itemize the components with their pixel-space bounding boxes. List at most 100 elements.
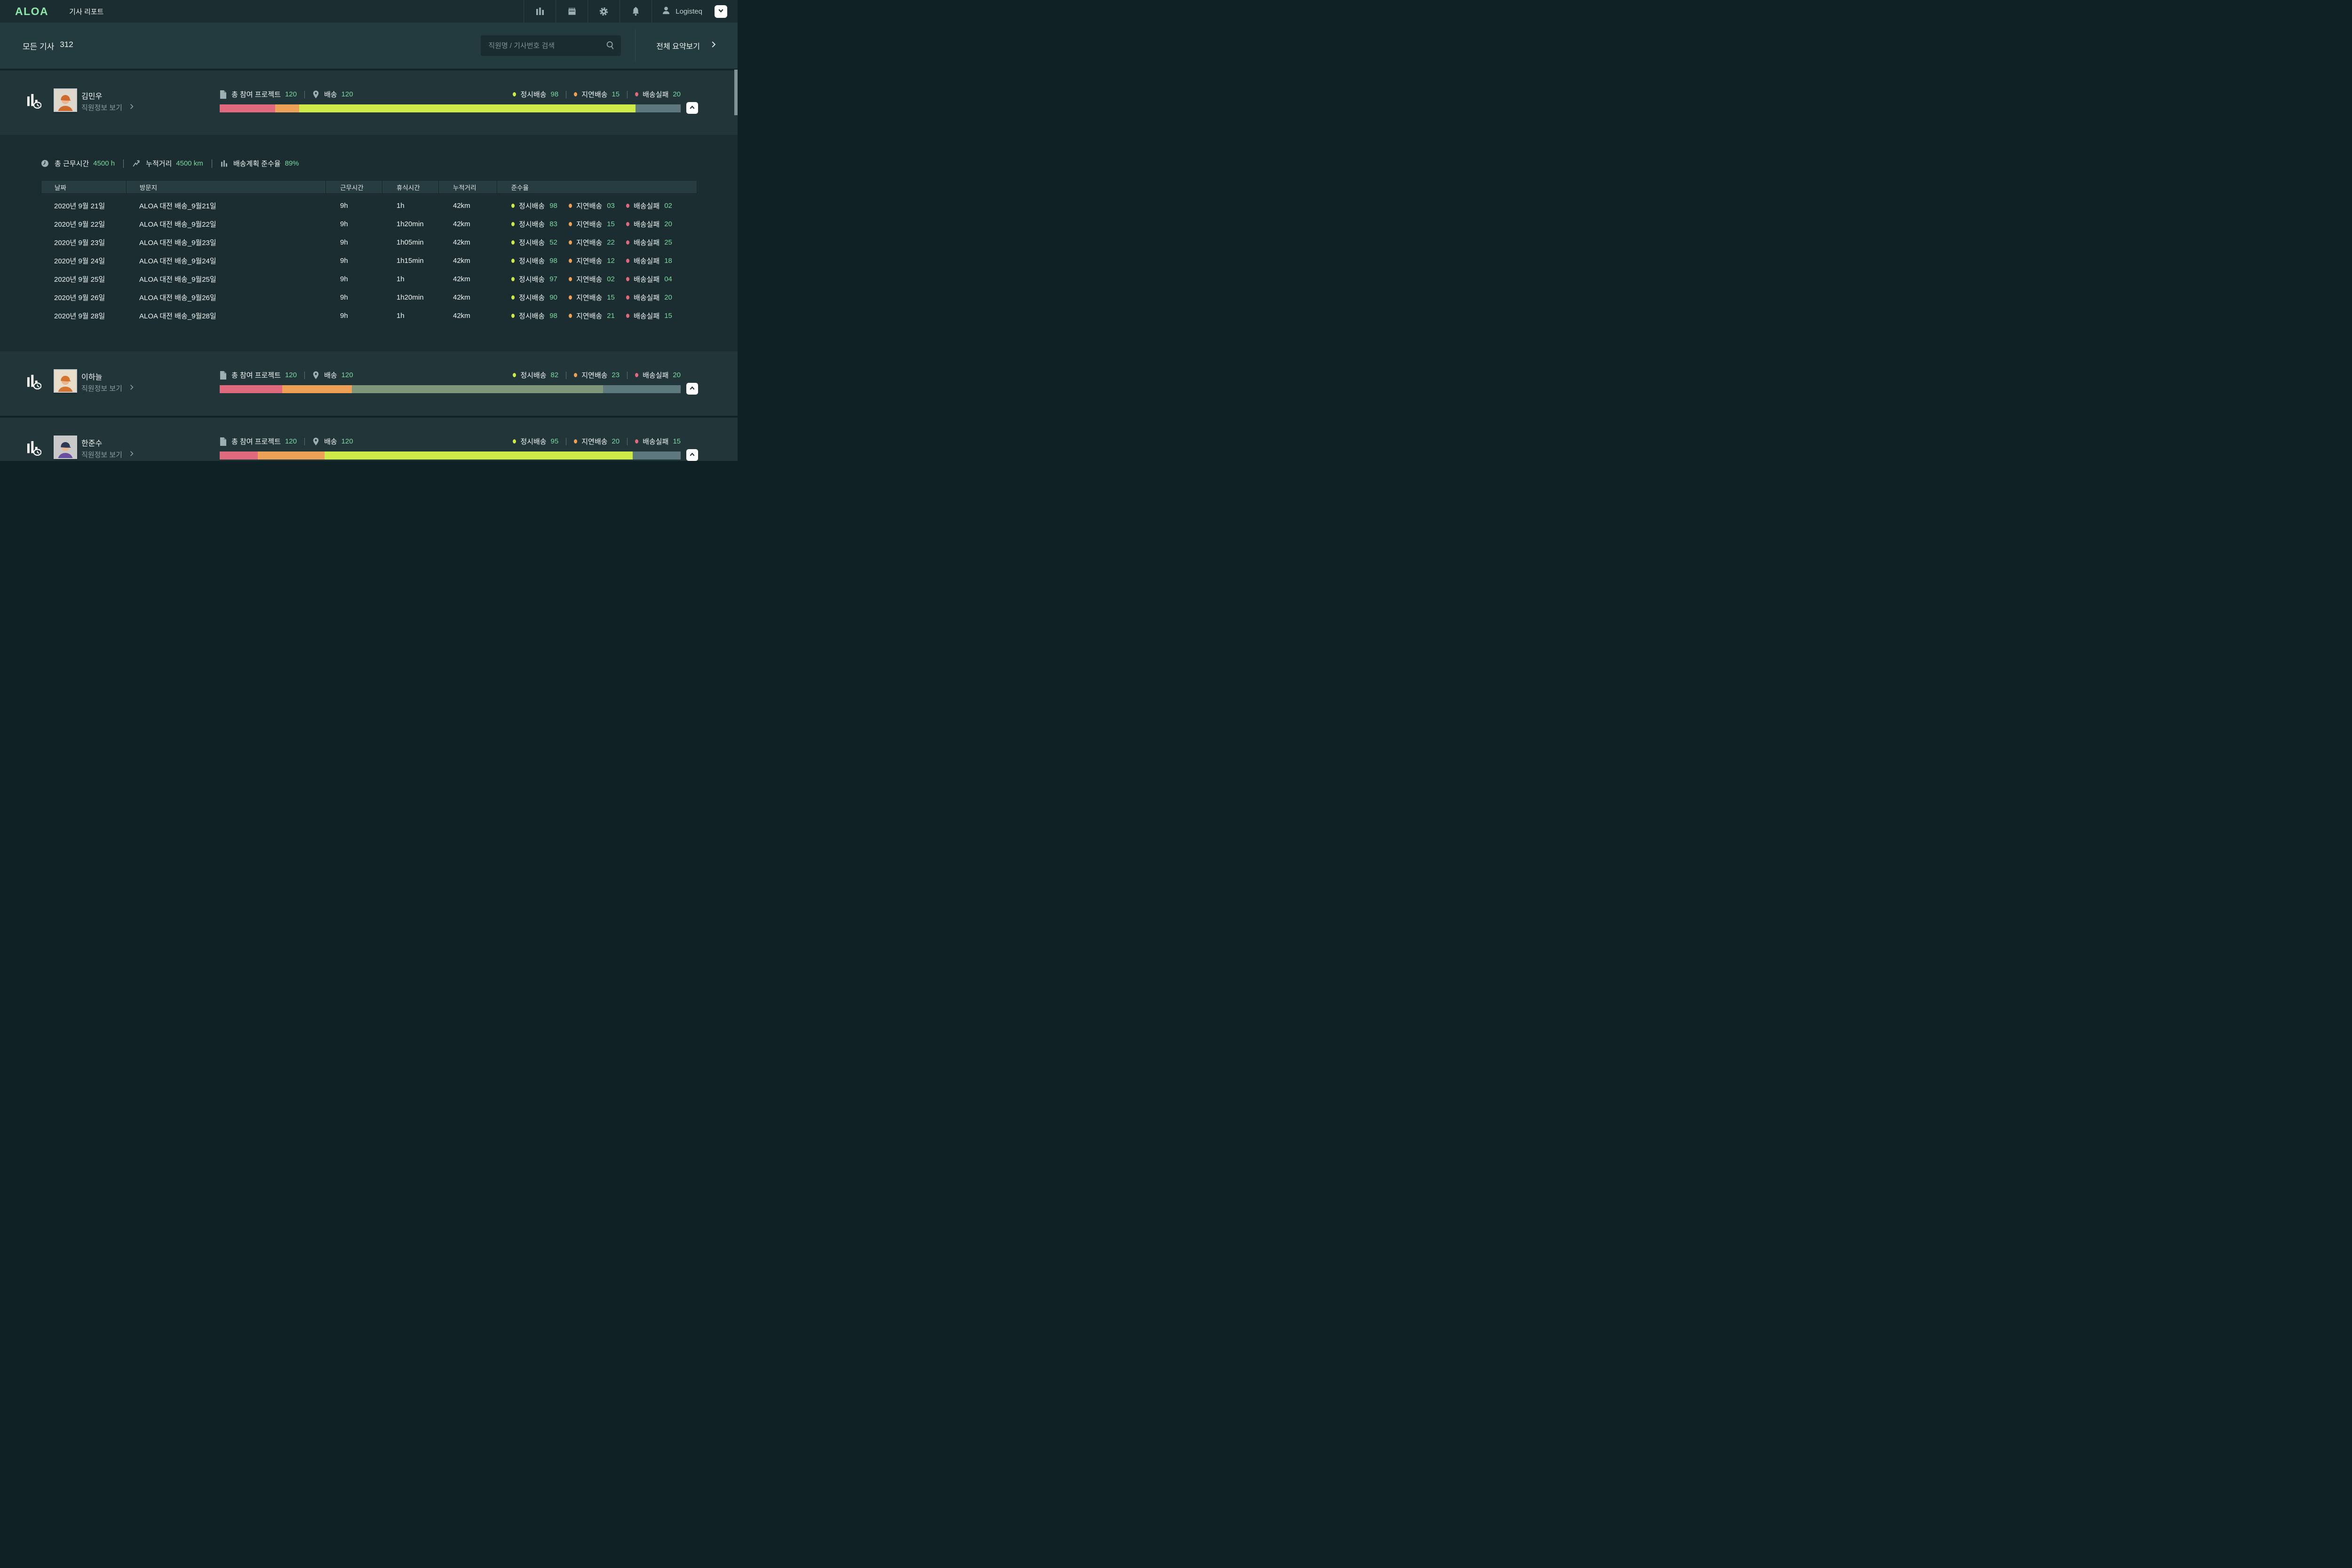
calendar-nav-button[interactable] <box>556 0 588 23</box>
chevron-right-icon <box>711 41 716 50</box>
bar-segment <box>325 451 633 459</box>
employee-info-link[interactable]: 직원정보 보기 <box>81 450 134 459</box>
date-cell: 2020년 9월 28일 <box>54 312 105 320</box>
card-separator <box>0 416 738 418</box>
work-cell: 9h <box>340 202 348 210</box>
daily-table: 날짜 방문지 근무시간 휴식시간 누적거리 준수율 2020년 9월 21일 A… <box>41 180 697 325</box>
page-title: 기사 리포트 <box>69 8 104 16</box>
driver-name: 한준수 <box>81 440 103 448</box>
document-icon <box>220 437 227 446</box>
delayed-dot <box>569 295 572 300</box>
delivery-label: 배송 <box>324 438 337 446</box>
total-projects-label: 총 참여 프로젝트 <box>231 91 281 99</box>
chevron-up-icon <box>689 104 695 112</box>
collapse-card-button[interactable] <box>686 102 698 114</box>
map-pin-icon <box>312 437 319 446</box>
ontime-value: 82 <box>550 371 559 379</box>
map-pin-icon <box>312 90 319 99</box>
project-stats: 총 참여 프로젝트 120 배송 120 <box>220 370 353 380</box>
search-input[interactable] <box>481 35 621 56</box>
bar-segment <box>282 385 352 393</box>
delayed-value: 20 <box>612 437 620 445</box>
bar-segment <box>299 104 636 112</box>
delivery-value: 120 <box>341 437 353 445</box>
delayed-label: 지연배송 <box>581 372 608 380</box>
failed-label: 배송실패 <box>643 372 669 380</box>
distance-cell: 42km <box>453 275 470 283</box>
rest-cell: 1h <box>397 312 405 320</box>
compliance-cell: 정시배송 98 지연배송 21 배송실패 15 <box>497 311 697 321</box>
settings-nav-button[interactable] <box>588 0 620 23</box>
project-stats: 총 참여 프로젝트 120 배송 120 <box>220 436 353 446</box>
aloa-logo: ALOA <box>15 5 49 17</box>
col-visit: 방문지 <box>127 181 326 193</box>
work-cell: 9h <box>340 275 348 283</box>
col-distance: 누적거리 <box>439 181 497 193</box>
visit-cell: ALOA 대전 배송_9월26일 <box>139 294 216 302</box>
delivery-progress-bar <box>220 104 681 112</box>
distance-cell: 42km <box>453 293 470 301</box>
visit-cell: ALOA 대전 배송_9월21일 <box>139 202 216 210</box>
table-row: 2020년 9월 23일 ALOA 대전 배송_9월23일 9h 1h05min… <box>41 233 697 252</box>
bar-segment <box>220 451 258 459</box>
total-projects-label: 총 참여 프로젝트 <box>231 372 281 380</box>
failed-value: 15 <box>673 437 681 445</box>
rest-cell: 1h15min <box>397 257 424 265</box>
date-cell: 2020년 9월 24일 <box>54 257 105 265</box>
header-collapse-button[interactable] <box>715 5 727 18</box>
delivery-stats: 정시배송 82 지연배송 23 배송실패 20 <box>513 370 681 380</box>
delayed-stat: 지연배송 15 <box>569 293 626 302</box>
ontime-dot <box>511 259 515 263</box>
delayed-stat: 지연배송 02 <box>569 274 626 284</box>
user-menu[interactable]: Logisteq <box>652 0 715 23</box>
notifications-nav-button[interactable] <box>620 0 652 23</box>
failed-label: 배송실패 <box>643 91 669 99</box>
total-projects-value: 120 <box>285 90 297 98</box>
summary-link[interactable]: 전체 요약보기 <box>636 40 738 51</box>
visit-cell: ALOA 대전 배송_9월24일 <box>139 257 216 265</box>
failed-dot <box>626 277 629 281</box>
table-row: 2020년 9월 28일 ALOA 대전 배송_9월28일 9h 1h 42km… <box>41 307 697 325</box>
driver-detail-panel: 총 근무시간 4500 h 누적거리 4500 km 배송계획 준수율 89% … <box>0 135 738 351</box>
compliance-label: 배송계획 준수율 <box>233 160 281 168</box>
detail-summary: 총 근무시간 4500 h 누적거리 4500 km 배송계획 준수율 89% <box>41 158 299 168</box>
delivery-progress-bar <box>220 451 681 459</box>
failed-stat: 배송실패 20 <box>626 293 672 302</box>
employee-info-link[interactable]: 직원정보 보기 <box>81 383 134 393</box>
driver-name: 이하늘 <box>81 373 103 381</box>
table-row: 2020년 9월 25일 ALOA 대전 배송_9월25일 9h 1h 42km… <box>41 270 697 288</box>
delayed-dot <box>574 373 578 377</box>
map-pin-icon <box>312 371 319 380</box>
expand-card-button[interactable] <box>686 449 698 461</box>
driver-name: 김민우 <box>81 93 103 101</box>
employee-info-label: 직원정보 보기 <box>81 385 122 393</box>
ontime-dot <box>511 314 515 318</box>
calendar-icon <box>567 7 577 16</box>
col-rest-time: 휴식시간 <box>382 181 439 193</box>
delayed-stat: 지연배송 21 <box>569 311 626 321</box>
scrollbar-thumb[interactable] <box>734 70 738 115</box>
failed-dot <box>626 314 629 318</box>
ontime-dot <box>511 222 515 226</box>
visit-cell: ALOA 대전 배송_9월28일 <box>139 312 216 320</box>
distance-label: 누적거리 <box>146 160 172 168</box>
compliance-cell: 정시배송 97 지연배송 02 배송실패 04 <box>497 274 697 284</box>
driver-avatar <box>54 88 77 112</box>
stats-nav-button[interactable] <box>524 0 556 23</box>
failed-stat: 배송실패 25 <box>626 238 672 247</box>
distance-cell: 42km <box>453 202 470 210</box>
search-icon[interactable] <box>605 40 615 53</box>
expand-card-button[interactable] <box>686 383 698 395</box>
person-icon <box>661 6 671 17</box>
visit-cell: ALOA 대전 배송_9월23일 <box>139 239 216 247</box>
driver-report-app: ALOA 기사 리포트 <box>0 0 738 461</box>
visit-cell: ALOA 대전 배송_9월25일 <box>139 276 216 284</box>
work-cell: 9h <box>340 312 348 320</box>
employee-info-link[interactable]: 직원정보 보기 <box>81 103 134 112</box>
delayed-label: 지연배송 <box>581 438 608 446</box>
failed-dot <box>626 259 629 263</box>
table-row: 2020년 9월 22일 ALOA 대전 배송_9월22일 9h 1h20min… <box>41 215 697 233</box>
bar-segment <box>220 385 283 393</box>
failed-value: 20 <box>673 371 681 379</box>
delivery-stats: 정시배송 95 지연배송 20 배송실패 15 <box>513 436 681 446</box>
